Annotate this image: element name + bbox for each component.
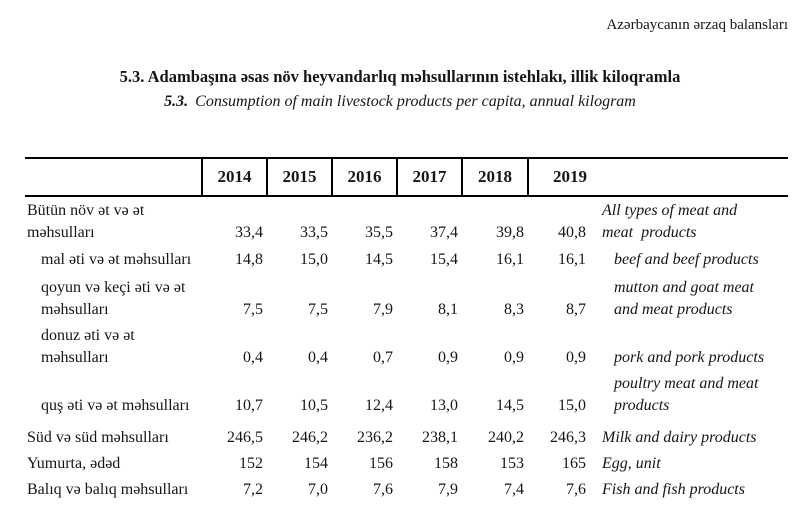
value-cell: 7,6 (373, 481, 393, 498)
value-cell: 246,3 (550, 429, 586, 446)
header-empty-cell (25, 157, 202, 197)
value-cell: 0,4 (308, 349, 328, 366)
value-cell: 165 (562, 455, 586, 472)
table-row: mal əti və ət məhsulları 14,8 15,0 14,5 … (25, 248, 788, 275)
value-cell: 7,2 (243, 481, 263, 498)
value-cell: 0,9 (504, 349, 524, 366)
value-cell: 14,5 (365, 251, 393, 268)
table-title-english: 5.3. Consumption of main livestock produc… (0, 91, 800, 112)
value-cell: 35,5 (365, 224, 393, 241)
value-cell: 33,4 (235, 224, 263, 241)
value-cell: 15,4 (430, 251, 458, 268)
value-cell: 16,1 (496, 251, 524, 268)
table-title-english-number: 5.3. (164, 93, 189, 110)
year-header-2017: 2017 (396, 157, 462, 197)
table-title-english-text: Consumption of main livestock products p… (195, 93, 636, 110)
value-cell: 15,0 (300, 251, 328, 268)
value-cell: 0,9 (438, 349, 458, 366)
value-cell: 7,9 (373, 301, 393, 318)
value-cell: 13,0 (430, 397, 458, 414)
row-label-azerbaijani: Süd və süd məhsulları (27, 429, 169, 446)
row-label-azerbaijani: mal əti və ət məhsulları (41, 251, 192, 268)
table-row: Balıq və balıq məhsulları 7,2 7,0 7,6 7,… (25, 479, 788, 505)
table-body: Bütün növ ət və ət məhsulları 33,4 33,5 … (25, 196, 788, 505)
table-row: donuz əti və ət məhsulları 0,4 0,4 0,7 0… (25, 325, 788, 373)
value-cell: 15,0 (558, 397, 586, 414)
row-label-english: Egg, unit (602, 455, 661, 472)
value-cell: 236,2 (357, 429, 393, 446)
consumption-table: 2014 2015 2016 2017 2018 2019 Bütün növ … (25, 157, 788, 505)
row-label-azerbaijani: donuz əti və ət məhsulları (41, 327, 135, 366)
table-row: Süd və süd məhsulları 246,5 246,2 236,2 … (25, 421, 788, 453)
value-cell: 0,7 (373, 349, 393, 366)
table-row: quş əti və ət məhsulları 10,7 10,5 12,4 … (25, 373, 788, 421)
value-cell: 16,1 (558, 251, 586, 268)
row-label-azerbaijani: Bütün növ ət və ət məhsulları (27, 202, 145, 241)
value-cell: 8,1 (438, 301, 458, 318)
value-cell: 14,8 (235, 251, 263, 268)
value-cell: 7,6 (566, 481, 586, 498)
year-header-2015: 2015 (266, 157, 332, 197)
value-cell: 7,5 (243, 301, 263, 318)
row-label-azerbaijani: Yumurta, ədəd (27, 455, 121, 472)
value-cell: 10,7 (235, 397, 263, 414)
value-cell: 0,9 (566, 349, 586, 366)
value-cell: 7,4 (504, 481, 524, 498)
table-row: qoyun və keçi əti və ət məhsulları 7,5 7… (25, 275, 788, 325)
value-cell: 33,5 (300, 224, 328, 241)
value-cell: 10,5 (300, 397, 328, 414)
value-cell: 238,1 (422, 429, 458, 446)
table-row: Yumurta, ədəd 152 154 156 158 153 165 Eg… (25, 453, 788, 479)
value-cell: 246,5 (227, 429, 263, 446)
table-header-row: 2014 2015 2016 2017 2018 2019 (25, 157, 788, 197)
value-cell: 0,4 (243, 349, 263, 366)
value-cell: 246,2 (292, 429, 328, 446)
value-cell: 7,5 (308, 301, 328, 318)
table-row: Bütün növ ət və ət məhsulları 33,4 33,5 … (25, 196, 788, 248)
row-label-english: Milk and dairy products (602, 429, 757, 446)
value-cell: 153 (500, 455, 524, 472)
row-label-english: All types of meat and meat products (602, 202, 738, 241)
value-cell: 40,8 (558, 224, 586, 241)
value-cell: 154 (304, 455, 328, 472)
row-label-azerbaijani: Balıq və balıq məhsulları (27, 481, 189, 498)
value-cell: 12,4 (365, 397, 393, 414)
year-header-2014: 2014 (201, 157, 267, 197)
row-label-english: beef and beef products (614, 251, 759, 268)
value-cell: 7,0 (308, 481, 328, 498)
year-header-2018: 2018 (461, 157, 528, 197)
value-cell: 39,8 (496, 224, 524, 241)
row-label-azerbaijani: qoyun və keçi əti və ət məhsulları (41, 279, 186, 318)
page-header-text: Azərbaycanın ərzaq balansları (606, 17, 788, 33)
year-header-2019: 2019 (527, 157, 788, 197)
value-cell: 14,5 (496, 397, 524, 414)
value-cell: 156 (369, 455, 393, 472)
row-label-english: mutton and goat meat and meat products (614, 279, 754, 318)
row-label-azerbaijani: quş əti və ət məhsulları (41, 397, 190, 414)
value-cell: 37,4 (430, 224, 458, 241)
value-cell: 240,2 (488, 429, 524, 446)
row-label-english: poultry meat and meat products (614, 375, 759, 414)
value-cell: 7,9 (438, 481, 458, 498)
value-cell: 8,7 (566, 301, 586, 318)
value-cell: 158 (434, 455, 458, 472)
row-label-english: pork and pork products (614, 349, 765, 366)
table-title-azerbaijani: 5.3. Adambaşına əsas növ heyvandarlıq mə… (119, 67, 681, 86)
value-cell: 8,3 (504, 301, 524, 318)
year-header-2016: 2016 (331, 157, 397, 197)
row-label-english: Fish and fish products (602, 481, 745, 498)
value-cell: 152 (239, 455, 263, 472)
